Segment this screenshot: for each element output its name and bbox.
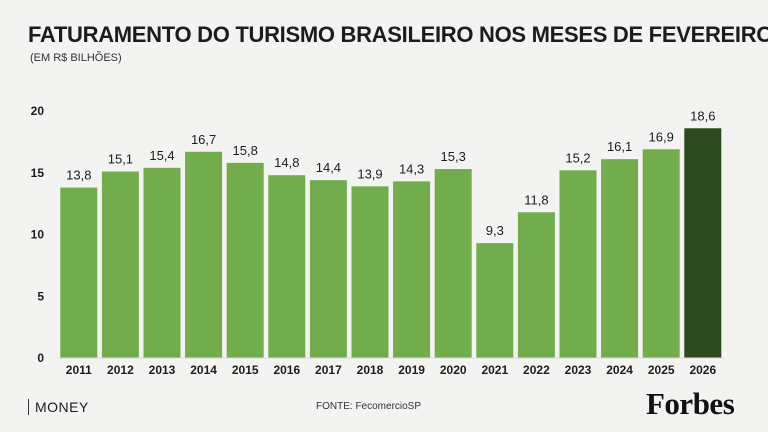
value-label-2015: 15,8 xyxy=(233,143,258,158)
bar-2012 xyxy=(101,171,139,358)
section-label[interactable]: MONEY xyxy=(28,399,89,415)
value-label-2017: 14,4 xyxy=(316,160,341,175)
x-tick-label-2015: 2015 xyxy=(232,363,259,377)
value-label-2013: 15,4 xyxy=(149,148,174,163)
y-axis: 0 5 10 15 20 xyxy=(31,104,45,365)
x-tick-label-2024: 2024 xyxy=(606,363,633,377)
bar-2025 xyxy=(642,149,680,358)
bar-2017 xyxy=(309,180,347,358)
bar-2026 xyxy=(684,128,722,358)
source-note: FONTE: FecomercioSP xyxy=(316,401,422,412)
x-tick-label-2012: 2012 xyxy=(107,363,134,377)
x-tick-label-2026: 2026 xyxy=(689,363,716,377)
bar-2011 xyxy=(60,187,98,358)
value-label-2020: 15,3 xyxy=(441,149,466,164)
chart-title: FATURAMENTO DO TURISMO BRASILEIRO NOS ME… xyxy=(28,22,768,47)
x-tick-label-2020: 2020 xyxy=(440,363,467,377)
value-label-2014: 16,7 xyxy=(191,132,216,147)
x-tick-label-2011: 2011 xyxy=(66,363,92,377)
y-tick-label: 15 xyxy=(31,166,45,180)
x-tick-label-2018: 2018 xyxy=(357,363,384,377)
bar-2015 xyxy=(226,162,264,358)
value-label-2022: 11,8 xyxy=(524,192,548,207)
bar-2023 xyxy=(559,170,597,358)
x-tick-label-2017: 2017 xyxy=(315,363,342,377)
x-tick-label-2016: 2016 xyxy=(273,363,300,377)
x-axis: 2011 2012 2013 2014 2015 2016 2017 2018 2019 2020… xyxy=(66,363,717,377)
value-labels: 13,8 15,1 15,4 16,7 15,8 14,8 14,4 13,9 14,3 15,3… xyxy=(66,108,715,238)
bar-2016 xyxy=(268,175,306,358)
y-tick-label: 5 xyxy=(37,289,44,303)
x-tick-label-2023: 2023 xyxy=(565,363,592,377)
bar-2020 xyxy=(434,169,472,358)
bar-2014 xyxy=(185,151,223,358)
value-label-2024: 16,1 xyxy=(607,139,632,154)
value-label-2026: 18,6 xyxy=(690,108,715,123)
x-tick-label-2022: 2022 xyxy=(523,363,550,377)
bar-2022 xyxy=(517,212,555,358)
value-label-2018: 13,9 xyxy=(357,166,382,181)
value-label-2011: 13,8 xyxy=(66,168,91,183)
y-tick-label: 10 xyxy=(31,228,45,242)
bar-2018 xyxy=(351,186,389,358)
x-tick-label-2025: 2025 xyxy=(648,363,675,377)
y-tick-label: 20 xyxy=(31,104,45,118)
value-label-2025: 16,9 xyxy=(649,129,674,144)
value-label-2023: 15,2 xyxy=(565,150,590,165)
x-tick-label-2013: 2013 xyxy=(149,363,176,377)
y-tick-label: 0 xyxy=(37,351,44,365)
value-label-2012: 15,1 xyxy=(108,152,133,167)
x-tick-label-2014: 2014 xyxy=(190,363,217,377)
chart-subtitle: (EM R$ BILHÕES) xyxy=(30,52,122,64)
bar-2013 xyxy=(143,167,181,358)
x-tick-label-2019: 2019 xyxy=(398,363,425,377)
bar-2019 xyxy=(393,181,431,358)
value-label-2019: 14,3 xyxy=(399,161,424,176)
value-label-2016: 14,8 xyxy=(274,155,299,170)
bar-2021 xyxy=(476,243,514,358)
forbes-logo: Forbes xyxy=(646,386,735,421)
bar-2024 xyxy=(601,159,639,358)
x-tick-label-2021: 2021 xyxy=(481,363,508,377)
value-label-2021: 9,3 xyxy=(486,223,504,238)
bars xyxy=(60,128,722,358)
